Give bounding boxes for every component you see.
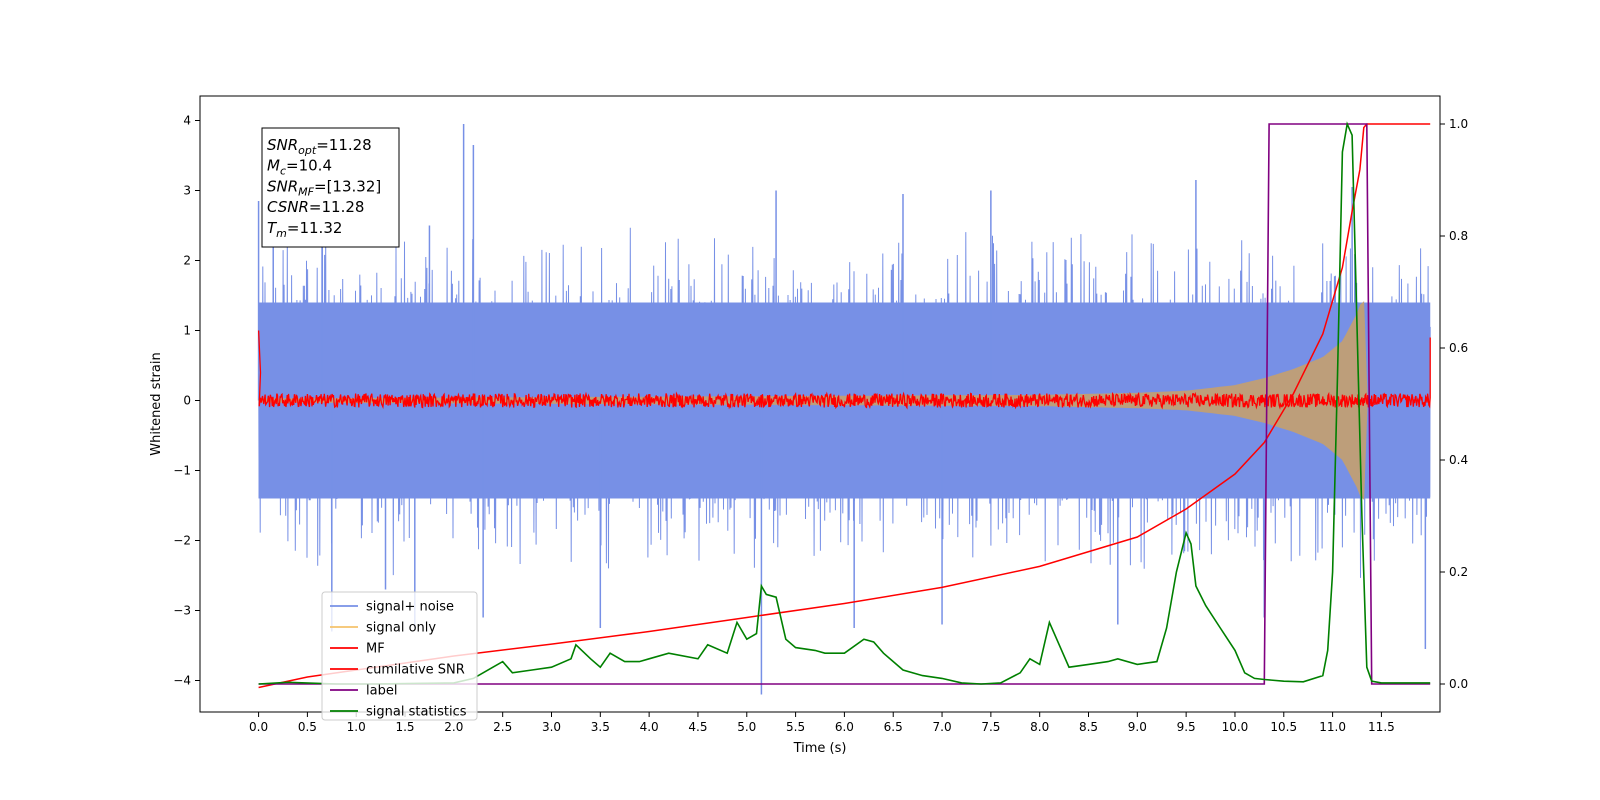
x-axis-label: Time (s): [793, 741, 847, 756]
x-tick-label: 10.0: [1222, 720, 1249, 734]
x-tick-label: 10.5: [1270, 720, 1297, 734]
x-tick-label: 5.5: [786, 720, 805, 734]
x-tick-label: 8.5: [1079, 720, 1098, 734]
y2-tick-label: 0.0: [1449, 677, 1468, 691]
plot-area: [257, 121, 1431, 695]
x-tick-label: 0.5: [298, 720, 317, 734]
annotation-line: Tm=11.32: [267, 219, 342, 240]
x-tick-label: 7.5: [981, 720, 1000, 734]
y-tick-label: 4: [183, 114, 191, 128]
series-mf: [257, 330, 1431, 410]
legend-frame: [321, 591, 478, 721]
y-tick-label: 1: [183, 324, 191, 338]
series-cumilative-snr: [258, 123, 1431, 689]
legend-entry-label: MF: [366, 642, 385, 657]
x-tick-label: 7.0: [933, 720, 952, 734]
x-tick-label: 2.5: [493, 720, 512, 734]
x-tick-label: 1.5: [395, 720, 414, 734]
x-axis: 0.0 0.5 1.0 1.5 2.0 2.5 3.0 3.5 4.0 4.5 5.0 5.5 6.0 6…: [249, 712, 1395, 734]
y-axis-label: Whitened strain: [149, 352, 164, 455]
x-tick-label: 9.5: [1177, 720, 1196, 734]
legend-entry-label: signal statistics: [366, 705, 467, 720]
y-tick-label: −2: [173, 534, 191, 548]
x-tick-label: 11.0: [1319, 720, 1346, 734]
y2-tick-label: 0.8: [1449, 229, 1468, 243]
y2-tick-label: 0.4: [1449, 453, 1468, 467]
y-tick-label: 0: [183, 394, 191, 408]
y-tick-label: 2: [183, 254, 191, 268]
legend-entry-label: cumilative SNR: [366, 663, 465, 678]
y-axis-right: 0.0 0.2 0.4 0.6 0.8 1.0: [1440, 117, 1468, 691]
annotation-line: Mc=10.4: [267, 157, 332, 178]
legend-entry-label: signal only: [366, 621, 436, 636]
annotation-frame: [261, 127, 400, 248]
x-tick-label: 0.0: [249, 720, 268, 734]
x-tick-label: 9.0: [1128, 720, 1147, 734]
x-tick-label: 8.0: [1030, 720, 1049, 734]
y-tick-label: −3: [173, 604, 191, 618]
y-axis-left: −4 −3 −2 −1 0 1 2 3 4: [173, 114, 200, 688]
annotation-line: CSNR=11.28: [267, 198, 364, 216]
y-tick-label: 3: [183, 184, 191, 198]
x-tick-label: 4.5: [688, 720, 707, 734]
annotation-line: SNRopt=11.28: [267, 136, 372, 157]
y2-tick-label: 0.6: [1449, 341, 1468, 355]
legend: signal+ noise signal only MF cumilative SNR…: [321, 591, 478, 721]
annotation-box: SNRopt=11.28Mc=10.4SNRMF=[13.32]CSNR=11.…: [261, 127, 400, 248]
x-tick-label: 4.0: [640, 720, 659, 734]
y-tick-label: −1: [173, 464, 191, 478]
legend-entry-label: label: [366, 684, 397, 699]
y2-tick-label: 1.0: [1449, 117, 1468, 131]
x-tick-label: 6.5: [884, 720, 903, 734]
x-tick-label: 3.0: [542, 720, 561, 734]
y2-tick-label: 0.2: [1449, 565, 1468, 579]
plot-frame: [199, 95, 1441, 713]
x-tick-label: 2.0: [444, 720, 463, 734]
annotation-line: SNRMF=[13.32]: [267, 177, 381, 198]
x-tick-label: 3.5: [591, 720, 610, 734]
x-tick-label: 11.5: [1368, 720, 1395, 734]
series-label: [258, 123, 1431, 685]
series-signal-statistics: [258, 121, 1431, 685]
x-tick-label: 5.0: [737, 720, 756, 734]
legend-entry-label: signal+ noise: [366, 600, 454, 615]
y-tick-label: −4: [173, 674, 191, 688]
x-tick-label: 6.0: [835, 720, 854, 734]
x-tick-label: 1.0: [347, 720, 366, 734]
